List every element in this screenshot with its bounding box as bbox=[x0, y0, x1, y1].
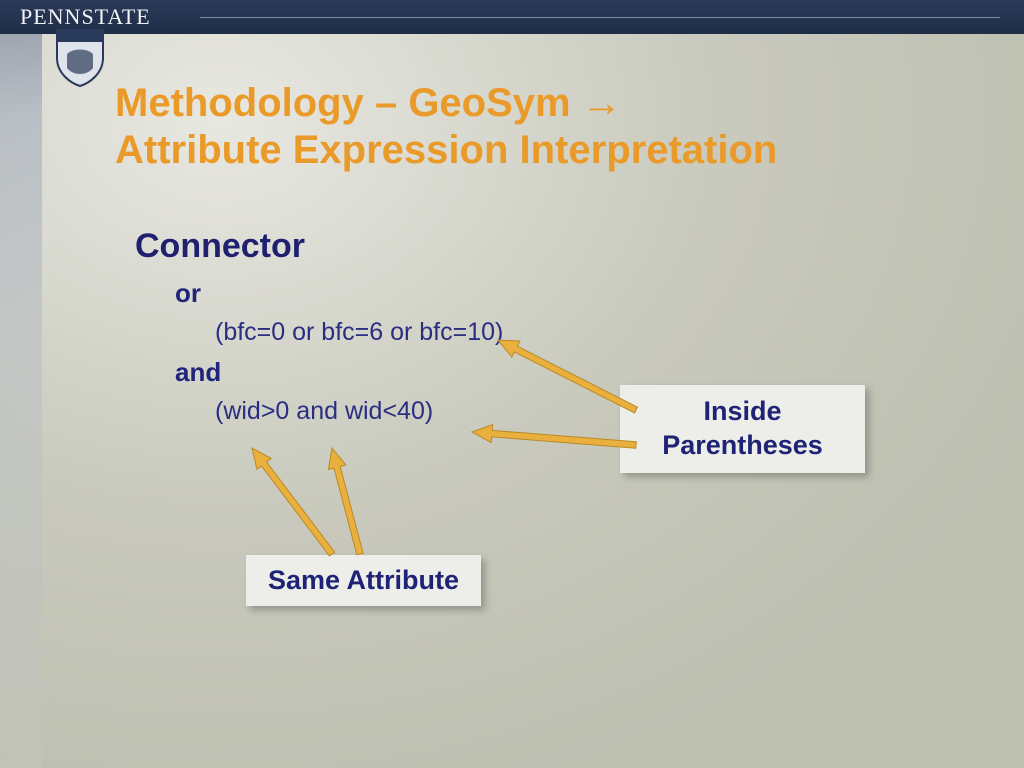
content-block: Connector or (bfc=0 or bfc=6 or bfc=10) … bbox=[135, 220, 503, 431]
brand-shield-icon bbox=[55, 28, 105, 88]
expr-and: (wid>0 and wid<40) bbox=[215, 392, 503, 431]
expr-or: (bfc=0 or bfc=6 or bfc=10) bbox=[215, 313, 503, 352]
slide-title: Methodology – GeoSym → Attribute Express… bbox=[115, 80, 935, 174]
callout-inside-l2: Parentheses bbox=[662, 430, 823, 460]
brand-state: STATE bbox=[81, 4, 150, 29]
arrow bbox=[252, 448, 335, 556]
arrow bbox=[498, 340, 637, 413]
header-rule bbox=[200, 17, 1000, 18]
brand-penn: PENN bbox=[20, 4, 81, 29]
brand-wordmark: PENNSTATE bbox=[20, 4, 151, 30]
title-line1: Methodology – GeoSym bbox=[115, 81, 582, 125]
left-accent-column bbox=[0, 0, 42, 768]
callout-inside-parentheses: Inside Parentheses bbox=[620, 385, 865, 473]
callout-same-attribute: Same Attribute bbox=[246, 555, 481, 606]
content-heading: Connector bbox=[135, 220, 503, 273]
slide: PENNSTATE Methodology – GeoSym → Attribu… bbox=[0, 0, 1024, 768]
callout-same-label: Same Attribute bbox=[268, 565, 459, 595]
keyword-or: or bbox=[175, 273, 503, 313]
callout-inside-l1: Inside bbox=[703, 396, 781, 426]
title-arrow-glyph: → bbox=[582, 81, 622, 125]
keyword-and: and bbox=[175, 352, 503, 392]
arrow bbox=[328, 448, 363, 555]
header-bar bbox=[0, 0, 1024, 34]
title-line2: Attribute Expression Interpretation bbox=[115, 128, 777, 172]
